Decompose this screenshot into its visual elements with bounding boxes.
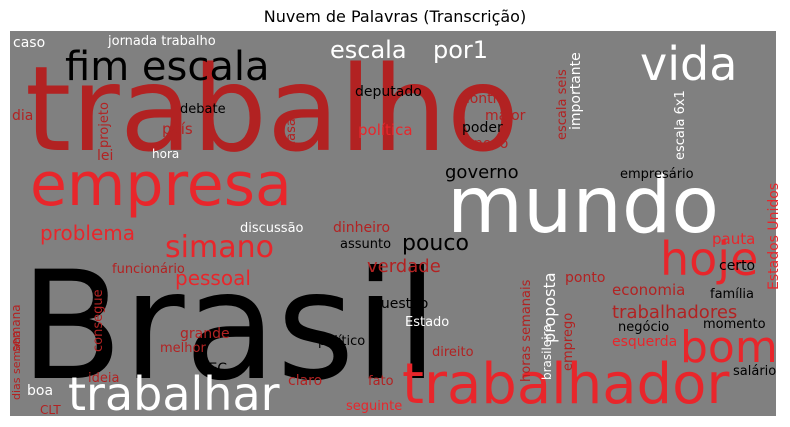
cloud-word: empresa (30, 150, 292, 220)
cloud-word: Estado (405, 315, 449, 330)
cloud-word: debate (180, 102, 226, 117)
cloud-word: país (162, 120, 193, 138)
cloud-word: deputado (355, 84, 422, 100)
cloud-word: hora (152, 147, 179, 161)
cloud-word: salário (733, 364, 776, 379)
cloud-word: escala seis (555, 69, 570, 140)
cloud-word: política (358, 121, 413, 139)
cloud-word: PEC (200, 361, 227, 377)
cloud-word: boa (27, 383, 53, 399)
cloud-background (10, 31, 776, 416)
cloud-word: fim escala (65, 44, 269, 90)
cloud-word: simano (165, 230, 274, 265)
cloud-word: emprego (561, 313, 576, 371)
cloud-word: Estados Unidos (766, 183, 782, 290)
cloud-word: funcionário (112, 262, 185, 277)
cloud-word: semana (9, 304, 23, 352)
cloud-word: empresário (620, 167, 694, 182)
cloud-word: novo (474, 136, 508, 152)
cloud-word: brasileiro (540, 324, 554, 380)
cloud-word: maior (485, 108, 526, 124)
cloud-word: contra (462, 91, 507, 107)
cloud-word: claro (288, 373, 322, 389)
cloud-word: vida (640, 37, 737, 91)
cloud-word: por1 (433, 36, 488, 64)
cloud-word: grande (180, 326, 230, 342)
cloud-word: governo (445, 162, 519, 183)
cloud-word: família (710, 287, 754, 302)
cloud-word: horas semanais (519, 279, 534, 382)
cloud-word: proposta (540, 272, 559, 343)
cloud-word: político (318, 334, 365, 349)
cloud-word: dia (12, 108, 33, 124)
cloud-word: hoje (660, 232, 758, 286)
cloud-word: fato (368, 374, 394, 389)
cloud-word: consegue (91, 289, 106, 352)
cloud-word: trabalhador (402, 352, 730, 417)
cloud-word: direito (432, 345, 474, 360)
cloud-word: momento (703, 317, 766, 332)
cloud-word: problema (40, 221, 135, 245)
cloud-word: discussão (240, 221, 304, 236)
cloud-word: pouco (402, 231, 469, 256)
cloud-word: projeto (97, 102, 112, 148)
cloud-word: escala 6x1 (673, 90, 688, 160)
cloud-word: seguinte (346, 399, 402, 414)
cloud-word: negócio (618, 320, 669, 335)
cloud-word: caso (13, 35, 45, 51)
cloud-word: certo (719, 258, 755, 274)
cloud-word: dias semana (10, 330, 23, 400)
chart-title: Nuvem de Palavras (Transcrição) (263, 7, 527, 26)
cloud-word: pessoal (175, 266, 251, 290)
cloud-word: esquerda (612, 334, 677, 350)
cloud-word: lei (97, 148, 113, 164)
cloud-word: CLT (40, 403, 61, 417)
cloud-word: trabalhadores (612, 302, 737, 323)
cloud-word: poder (462, 120, 503, 136)
cloud-word: ponto (565, 270, 605, 286)
cloud-word: assunto (340, 237, 391, 252)
cloud-word: trabalhar (68, 367, 280, 421)
cloud-word: pauta (712, 230, 755, 248)
cloud-word: Brasil (20, 240, 438, 414)
cloud-word: melhor (160, 341, 206, 356)
cloud-word: economia (612, 281, 685, 299)
cloud-word: verdade (367, 256, 441, 277)
cloud-word: importante (568, 52, 584, 130)
cloud-word: bom (680, 322, 778, 373)
cloud-word: escala (330, 36, 407, 64)
cloud-word: mundo (447, 161, 719, 251)
cloud-word: jornada trabalho (107, 34, 216, 49)
cloud-word: casa (284, 118, 299, 148)
cloud-word: ideia (88, 371, 119, 386)
cloud-word: dinheiro (333, 220, 390, 236)
cloud-word: questão (372, 296, 428, 312)
cloud-word: trabalho (25, 40, 519, 178)
